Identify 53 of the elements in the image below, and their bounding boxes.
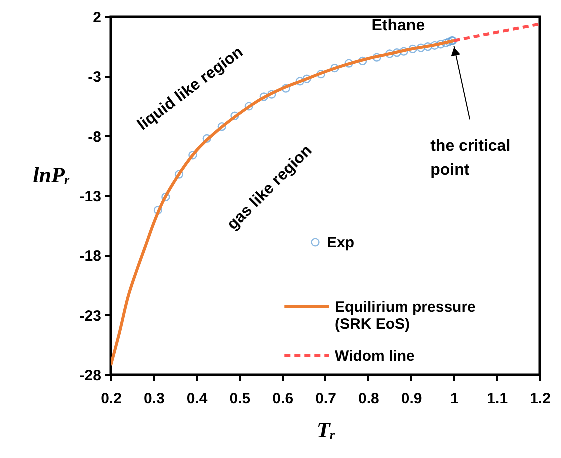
x-axis-title: Tᵣ: [316, 418, 336, 442]
legend-label: Widom line: [335, 348, 415, 365]
x-tick-label: 1.2: [530, 390, 551, 408]
annotation: the critical point: [430, 138, 511, 179]
x-tick-label: 0.7: [316, 390, 336, 408]
point: [386, 50, 394, 58]
point: [154, 206, 162, 215]
point: [188, 151, 198, 160]
x-tick-label: 0.6: [272, 390, 294, 408]
point: [218, 122, 226, 132]
x-tick-label: 0.2: [101, 390, 122, 408]
legend-label: Exp: [327, 234, 355, 252]
point: [436, 40, 446, 49]
point: [444, 38, 454, 46]
y-tick-label: -8: [88, 128, 102, 146]
point: [174, 170, 184, 179]
x-tick-label: 0.8: [358, 390, 380, 408]
point: [230, 112, 240, 120]
point: [408, 44, 418, 54]
y-tick-label: -23: [80, 308, 102, 325]
y-tick-label: -18: [80, 248, 102, 266]
point: [392, 48, 402, 58]
point: [358, 56, 368, 66]
x-tick-label: 1: [450, 390, 459, 408]
y-tick-label: -28: [80, 368, 102, 384]
point: [400, 47, 408, 56]
point: [162, 192, 170, 202]
point: [302, 74, 312, 84]
point: [244, 102, 254, 111]
y-tick-label: 2: [93, 10, 102, 26]
point: [430, 41, 440, 50]
point: [372, 53, 382, 62]
y-tick-label: -13: [80, 188, 102, 206]
x-tick-label: 0.5: [230, 390, 251, 408]
x-tick-label: 0.9: [401, 390, 422, 408]
point: [330, 64, 340, 73]
annotation: Ethane: [372, 17, 426, 34]
point: [416, 44, 426, 52]
legend-label: Equilirium pressure (SRK EoS): [335, 299, 476, 333]
x-tick-label: 0.3: [144, 390, 165, 408]
point: [316, 70, 326, 79]
point: [202, 134, 212, 144]
point: [424, 42, 432, 52]
x-tick-label: 1.1: [487, 390, 508, 408]
point: [260, 92, 268, 102]
x-tick-label: 0.4: [186, 390, 208, 408]
point: [442, 38, 450, 48]
point: [344, 59, 354, 68]
point: [296, 77, 304, 86]
y-tick-label: -3: [88, 69, 102, 86]
point: [282, 84, 290, 93]
y-axis-title: lnPᵣ: [33, 162, 70, 188]
point: [268, 90, 276, 99]
